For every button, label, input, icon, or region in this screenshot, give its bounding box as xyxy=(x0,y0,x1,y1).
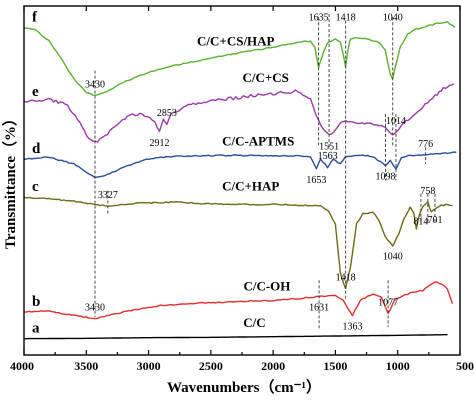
peak-label: 1418 xyxy=(336,273,356,284)
peak-label: 3430 xyxy=(85,303,105,314)
curve-name-f: C/C+CS/HAP xyxy=(197,33,275,48)
x-tick-label: 2000 xyxy=(261,359,285,373)
peak-label: 758 xyxy=(420,186,435,197)
peak-label: 701 xyxy=(427,215,442,226)
curve-name-e: C/C+CS xyxy=(242,70,288,85)
peak-label: 1653 xyxy=(306,175,326,186)
peak-label: 1631 xyxy=(309,302,329,313)
x-tick-label: 4000 xyxy=(10,359,34,373)
series-f-line xyxy=(23,21,456,96)
series-a-line xyxy=(24,334,448,340)
curve-labels-layer: a C/C b C/C-OH c C/C+HAP d C/C-APTMS e C/C+CS f C/C… xyxy=(32,9,294,336)
x-axis-title: Wavenumbers（cm⁻¹） xyxy=(167,378,321,396)
curve-letter-a: a xyxy=(32,321,40,337)
peak-label: 814 xyxy=(413,216,428,227)
curve-letter-f: f xyxy=(32,9,38,25)
peak-label: 1040 xyxy=(383,251,403,262)
peak-label: 1077 xyxy=(378,298,398,309)
peak-label: 3327 xyxy=(98,190,118,201)
curve-letter-b: b xyxy=(32,294,40,310)
curve-name-b: C/C-OH xyxy=(243,279,290,294)
x-tick-label: 3000 xyxy=(137,359,161,373)
x-tick-label: 3500 xyxy=(74,359,98,373)
x-tick-label: 2500 xyxy=(199,359,223,373)
peak-label: 1418 xyxy=(336,12,356,23)
series-b-line xyxy=(23,281,454,320)
curve-name-d: C/C-APTMS xyxy=(222,134,294,149)
series-c-line xyxy=(23,196,453,290)
curve-letter-e: e xyxy=(32,84,39,100)
peak-label: 3430 xyxy=(85,80,105,91)
peak-label: 1563 xyxy=(318,151,338,162)
curve-name-a: C/C xyxy=(243,315,265,330)
peak-label: 1014 xyxy=(386,116,406,127)
peak-label: 1551 xyxy=(319,142,339,153)
peak-label: 1040 xyxy=(383,12,403,23)
peak-label: 776 xyxy=(418,139,433,150)
peak-label: 1635 xyxy=(309,12,329,23)
peak-label: 2912 xyxy=(150,138,170,149)
peak-label: 1363 xyxy=(342,321,362,332)
curve-letter-d: d xyxy=(32,141,41,157)
guides-layer xyxy=(94,14,436,331)
x-axis: 4000 3500 3000 2500 2000 1500 1000 500 xyxy=(10,6,474,373)
y-axis-title: Transmittance（%） xyxy=(1,111,19,249)
peak-label: 2853 xyxy=(157,108,177,119)
peak-label: 1098 xyxy=(376,172,396,183)
x-tick-label: 1500 xyxy=(323,359,347,373)
curve-name-c: C/C+HAP xyxy=(222,178,279,193)
curve-letter-c: c xyxy=(32,179,39,195)
peak-labels-layer: 3430 1635 1418 1040 2853 2912 1551 1014 1563 776 1… xyxy=(85,12,442,332)
x-tick-label: 1000 xyxy=(386,359,410,373)
x-tick-label: 500 xyxy=(456,359,474,373)
